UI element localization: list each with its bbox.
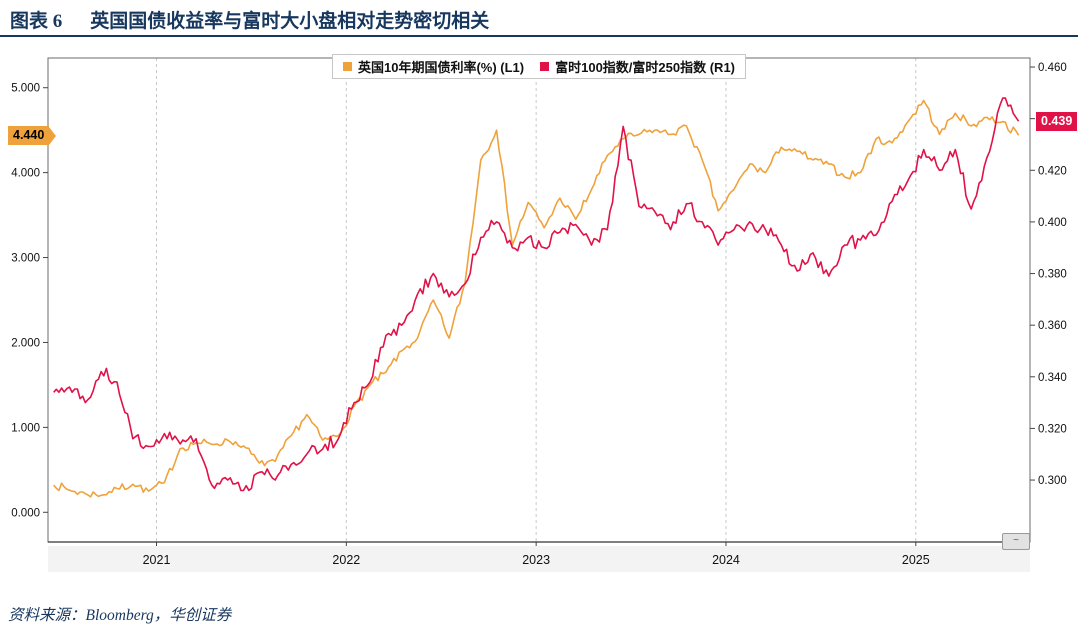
source-note-text: 资料来源：Bloomberg，华创证券	[8, 607, 232, 624]
chart-tool-icon[interactable]: ~	[1002, 533, 1030, 550]
figure-number: 图表 6	[10, 11, 63, 32]
last-value-gilt-yield: 4.440	[13, 128, 45, 143]
legend-label-ftse-ratio: 富时100指数/富时250指数 (R1)	[555, 60, 736, 75]
title-divider	[0, 35, 1078, 37]
svg-text:4.000: 4.000	[11, 168, 40, 180]
last-value-tag-ftse-ratio: 0.439	[1036, 112, 1078, 131]
legend-swatch-gilt-yield	[342, 62, 352, 71]
svg-text:0.320: 0.320	[1038, 423, 1067, 435]
svg-text:2025: 2025	[902, 553, 930, 567]
svg-text:0.300: 0.300	[1038, 475, 1067, 487]
svg-text:0.340: 0.340	[1038, 372, 1067, 384]
last-value-ftse-ratio: 0.439	[1041, 114, 1073, 129]
legend-item-gilt-yield: 英国10年期国债利率(%) (L1)	[342, 57, 525, 76]
legend-swatch-ftse-ratio	[540, 62, 550, 71]
svg-text:2.000: 2.000	[11, 337, 40, 349]
svg-text:5.000: 5.000	[11, 83, 40, 95]
chart-canvas: 2021 2022 2023 2024 2025 0.000 1.000 2.000 3.000…	[11, 57, 1067, 572]
svg-text:2023: 2023	[522, 553, 550, 567]
svg-text:0.460: 0.460	[1038, 62, 1067, 74]
last-value-tag-gilt-yield: 4.440	[8, 126, 57, 145]
source-note: 资料来源：Bloomberg，华创证券	[8, 603, 231, 625]
figure-title-text: 英国国债收益率与富时大小盘相对走势密切相关	[90, 11, 490, 32]
chart-area: 2021 2022 2023 2024 2025 0.000 1.000 2.000 3.000…	[8, 44, 1078, 600]
svg-text:0.360: 0.360	[1038, 320, 1067, 332]
legend-item-ftse-ratio: 富时100指数/富时250指数 (R1)	[540, 57, 735, 76]
svg-text:0.380: 0.380	[1038, 269, 1067, 281]
chart-legend: 英国10年期国债利率(%) (L1) 富时100指数/富时250指数 (R1)	[331, 54, 747, 79]
svg-text:2024: 2024	[712, 553, 740, 567]
svg-text:0.420: 0.420	[1038, 165, 1067, 177]
svg-text:0.400: 0.400	[1038, 217, 1067, 229]
svg-text:2021: 2021	[143, 553, 171, 567]
figure-title: 图表 6 英国国债收益率与富时大小盘相对走势密切相关	[10, 6, 489, 33]
svg-text:3.000: 3.000	[11, 253, 40, 265]
legend-label-gilt-yield: 英国10年期国债利率(%) (L1)	[357, 60, 525, 75]
svg-text:2022: 2022	[332, 553, 360, 567]
svg-text:0.000: 0.000	[11, 507, 40, 519]
svg-text:1.000: 1.000	[11, 422, 40, 434]
